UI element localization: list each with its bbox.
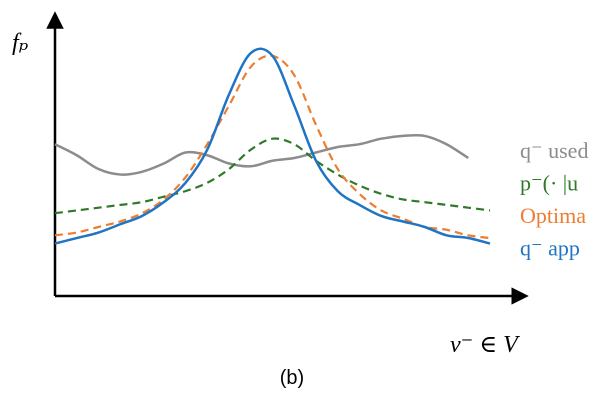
series-line <box>54 133 469 176</box>
legend-label: p⁻(· |u <box>520 171 578 196</box>
series-line <box>54 54 491 240</box>
legend-label: Optima <box>520 203 586 228</box>
x-axis-label: v⁻ ∈ V <box>450 332 520 358</box>
series-line <box>54 137 491 215</box>
chart-title: (b) <box>280 367 304 389</box>
series-line <box>54 47 491 245</box>
legend-label: q⁻ used <box>520 138 588 163</box>
legend-label: q⁻ app <box>520 236 580 261</box>
y-axis-label: fₚ <box>12 30 29 56</box>
